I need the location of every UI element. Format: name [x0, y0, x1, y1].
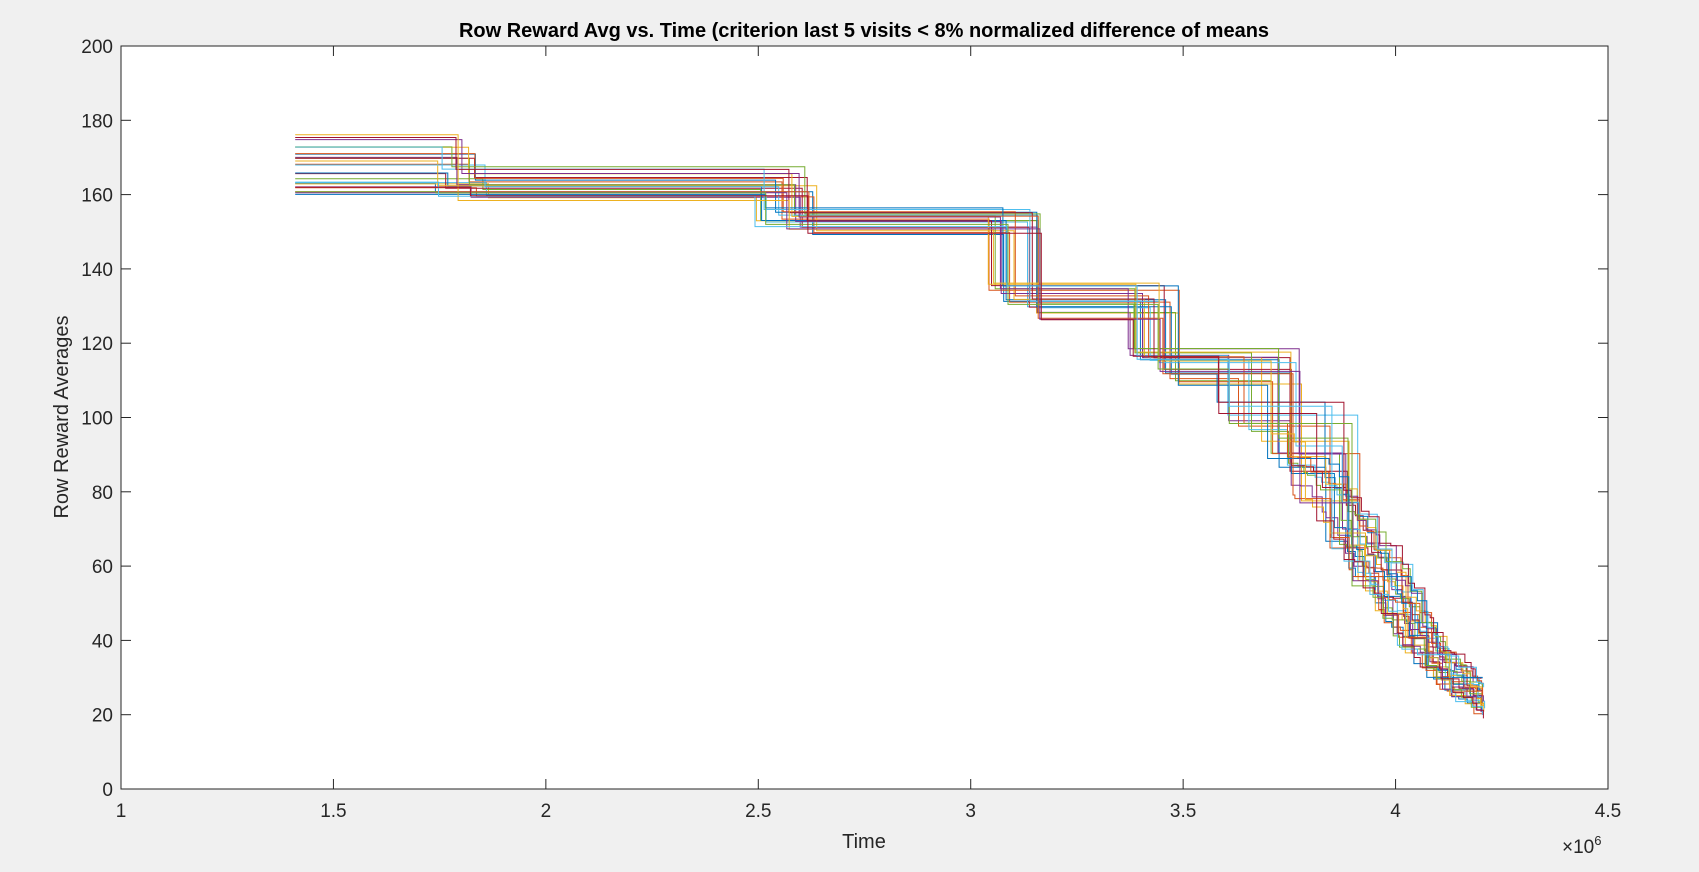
series-line	[295, 186, 1484, 719]
y-tick-label: 40	[92, 631, 113, 652]
y-tick-label: 60	[92, 557, 113, 578]
x-tick-label: 1.5	[320, 801, 346, 822]
tick-labels: 1 1.5 2 2.5 3 3.5 4 4.5 0 20 40 60 80 100 120 140 160 180…	[81, 37, 1621, 822]
y-tick-label: 140	[81, 260, 113, 281]
y-tick-label: 160	[81, 186, 113, 207]
x-tick-label: 1	[116, 801, 127, 822]
x-tick-label: 3.5	[1170, 801, 1196, 822]
series-line	[295, 192, 1483, 715]
y-tick-label: 0	[102, 780, 113, 801]
series-line	[295, 172, 1483, 703]
x-exponent-label: ×106	[1562, 833, 1601, 858]
y-tick-label: 200	[81, 37, 113, 58]
chart-title: Row Reward Avg vs. Time (criterion last …	[459, 20, 1269, 42]
y-axis-label: Row Reward Averages	[51, 315, 73, 518]
plot-area	[121, 46, 1608, 789]
series-line	[295, 191, 1482, 708]
x-tick-label: 2	[541, 801, 552, 822]
x-tick-label: 3	[965, 801, 976, 822]
series-line	[295, 139, 1484, 684]
x-tick-label: 4.5	[1595, 801, 1621, 822]
series-line	[295, 137, 1482, 679]
y-tick-label: 80	[92, 483, 113, 504]
ticks-layer	[120, 45, 1609, 790]
x-axis-label: Time	[842, 831, 886, 853]
series-line	[295, 181, 1484, 715]
series-line	[295, 146, 1482, 690]
series-layer	[295, 134, 1486, 719]
y-tick-label: 100	[81, 409, 113, 430]
y-tick-label: 20	[92, 706, 113, 727]
series-line	[295, 157, 1482, 695]
x-tick-label: 4	[1390, 801, 1401, 822]
series-line	[295, 146, 1483, 687]
y-tick-label: 180	[81, 111, 113, 132]
x-tick-label: 2.5	[745, 801, 771, 822]
y-tick-label: 120	[81, 334, 113, 355]
